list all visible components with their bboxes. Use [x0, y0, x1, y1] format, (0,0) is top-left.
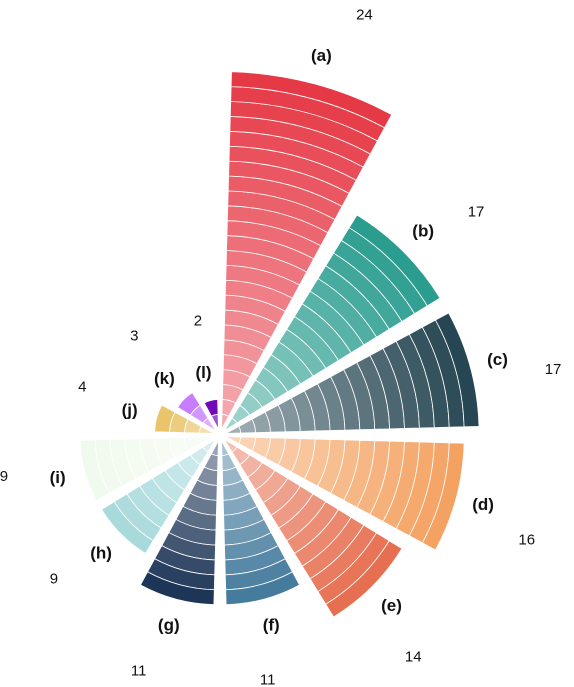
value-label: 17: [468, 203, 485, 220]
value-label: 17: [545, 361, 562, 378]
ring-segment: [79, 439, 110, 501]
ring-segment: [177, 392, 201, 416]
category-label: (f): [263, 616, 280, 635]
value-label: 9: [50, 570, 58, 587]
category-label: (i): [50, 468, 66, 487]
value-label: 11: [131, 662, 147, 679]
category-label: (d): [472, 495, 494, 514]
ring-segment: [325, 540, 403, 618]
ring-segment: [421, 442, 465, 551]
category-label: (k): [154, 369, 175, 388]
value-label: 9: [0, 468, 8, 485]
value-label: 3: [130, 327, 138, 344]
value-label: 4: [78, 379, 86, 396]
category-label: (j): [122, 400, 138, 419]
value-label: 11: [260, 671, 276, 687]
value-label: 16: [518, 532, 535, 549]
category-label: (c): [487, 350, 508, 369]
category-label: (h): [90, 543, 112, 562]
ring-segment: [139, 571, 215, 606]
ring-segment: [225, 571, 301, 606]
category-label: (b): [412, 221, 434, 240]
ring-segment: [100, 501, 154, 555]
value-label: 14: [405, 648, 422, 665]
ring-segment: [434, 312, 480, 428]
category-label: (e): [381, 596, 402, 615]
ring-segment: [203, 399, 219, 417]
ring-segment: [154, 404, 176, 433]
ring-segment: [230, 71, 393, 129]
category-label: (l): [195, 363, 211, 382]
ring-segment: [348, 214, 441, 307]
value-label: 24: [356, 7, 373, 24]
value-label: 2: [194, 312, 202, 329]
category-label: (g): [158, 616, 180, 635]
category-label: (a): [311, 46, 332, 65]
